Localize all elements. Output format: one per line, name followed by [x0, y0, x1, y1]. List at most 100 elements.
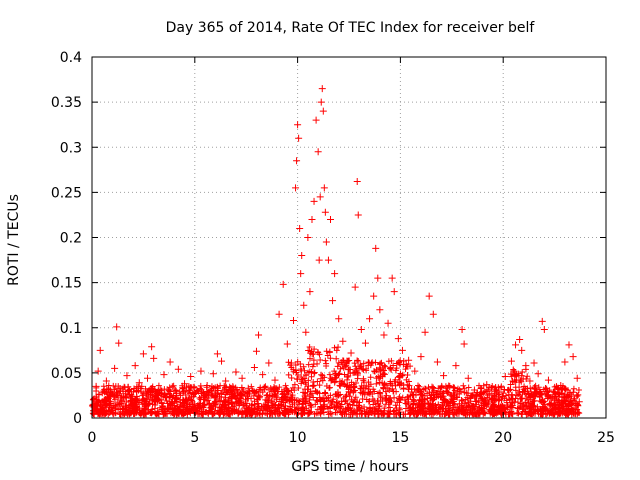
data-point: [319, 107, 327, 115]
data-point: [191, 390, 199, 398]
data-point: [569, 353, 577, 361]
data-point: [530, 359, 538, 367]
data-point: [507, 357, 515, 365]
y-axis-label: ROTI / TECUs: [6, 194, 22, 286]
data-point: [283, 340, 291, 348]
data-point: [388, 274, 396, 282]
data-point: [512, 341, 520, 349]
data-point: [139, 350, 147, 358]
data-point: [123, 372, 131, 380]
data-point: [113, 323, 121, 331]
data-point: [329, 297, 337, 305]
data-point: [308, 215, 316, 223]
data-point: [131, 362, 139, 370]
x-tick-labels: 0 5 10 15 20 25: [88, 430, 615, 446]
chart-title: Day 365 of 2014, Rate Of TEC Index for r…: [166, 20, 536, 36]
data-point: [289, 317, 297, 325]
data-point: [522, 362, 530, 370]
data-point: [232, 368, 240, 376]
data-point: [150, 354, 158, 362]
data-point: [197, 367, 205, 375]
data-point: [292, 184, 300, 192]
data-point: [421, 328, 429, 336]
data-point: [302, 328, 310, 336]
data-point: [339, 337, 347, 345]
data-point: [275, 310, 283, 318]
data-point: [331, 270, 339, 278]
y-tick-label: 0.2: [60, 231, 82, 247]
data-point: [321, 208, 329, 216]
data-point: [557, 382, 565, 390]
data-point: [322, 238, 330, 246]
data-point: [166, 358, 174, 366]
data-point: [135, 379, 143, 387]
data-point: [115, 339, 123, 347]
x-tick-label: 5: [190, 430, 199, 446]
data-point: [107, 398, 115, 406]
data-point: [252, 347, 260, 355]
data-point: [300, 301, 308, 309]
data-point: [306, 288, 314, 296]
data-point: [374, 274, 382, 282]
data-point: [154, 391, 162, 399]
data-point: [111, 364, 119, 372]
y-tick-label: 0.4: [60, 50, 82, 66]
data-point: [470, 386, 478, 394]
data-point: [170, 386, 178, 394]
data-point: [551, 388, 559, 396]
data-point: [315, 256, 323, 264]
data-point: [293, 157, 301, 165]
data-point: [314, 148, 322, 156]
data-point: [318, 85, 326, 93]
data-point: [250, 363, 258, 371]
data-point: [174, 365, 182, 373]
data-point: [296, 224, 304, 232]
data-point: [119, 385, 127, 393]
data-point: [259, 371, 267, 379]
data-point: [370, 292, 378, 300]
y-tick-label: 0.3: [60, 140, 82, 156]
data-point: [279, 280, 287, 288]
data-point: [458, 326, 466, 334]
data-point: [433, 358, 441, 366]
data-point: [222, 377, 230, 385]
noise-floor-markers: [89, 344, 583, 418]
data-point: [565, 341, 573, 349]
data-point: [244, 384, 252, 392]
data-point: [489, 394, 497, 402]
data-point: [304, 234, 312, 241]
data-point: [98, 389, 106, 397]
data-point: [398, 346, 406, 354]
data-point: [238, 374, 246, 382]
y-tick-labels: 0 0.05 0.1 0.15 0.2 0.25 0.3 0.35 0.4: [51, 50, 82, 427]
data-point: [310, 197, 318, 205]
data-point: [324, 256, 332, 264]
data-point: [351, 283, 359, 291]
data-point: [144, 374, 152, 382]
data-point: [265, 359, 273, 367]
data-point: [376, 306, 384, 314]
data-point: [181, 380, 189, 388]
data-point: [148, 343, 156, 351]
data-point: [295, 134, 303, 142]
y-tick-label: 0.15: [51, 276, 82, 292]
x-tick-label: 0: [88, 430, 97, 446]
x-tick-label: 25: [597, 430, 615, 446]
data-point: [271, 376, 279, 384]
data-point: [294, 121, 302, 129]
data-point: [464, 374, 472, 382]
data-point: [534, 370, 542, 378]
data-point: [446, 382, 454, 390]
data-point: [203, 382, 211, 390]
data-point: [335, 315, 343, 323]
data-point: [425, 292, 433, 300]
data-point: [102, 377, 110, 385]
data-point: [316, 193, 324, 201]
data-point: [343, 357, 351, 365]
data-point: [501, 372, 509, 380]
data-point: [440, 372, 448, 380]
data-point: [526, 377, 534, 385]
data-point: [380, 331, 388, 339]
data-point: [255, 331, 263, 339]
data-point: [228, 388, 236, 396]
